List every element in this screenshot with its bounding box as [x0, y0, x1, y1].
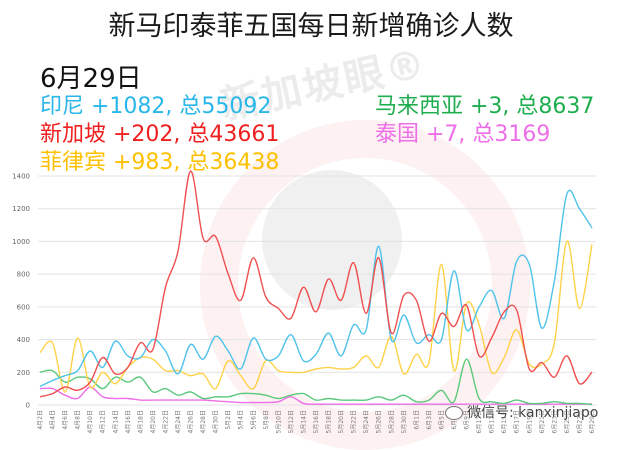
svg-text:6月21日: 6月21日	[539, 410, 546, 433]
svg-text:5月22日: 5月22日	[351, 410, 358, 433]
svg-text:5月4日: 5月4日	[238, 410, 245, 430]
svg-text:5月2日: 5月2日	[225, 410, 232, 430]
svg-text:6月5日: 6月5日	[438, 410, 445, 430]
wechat-watermark: 微信号: kanxinjiapo	[445, 402, 598, 422]
svg-text:4月8日: 4月8日	[75, 410, 82, 430]
stat-malaysia: 马来西亚 +3, 总8637	[375, 94, 595, 119]
series-line-0	[39, 189, 593, 388]
svg-text:5月12日: 5月12日	[288, 410, 295, 433]
svg-text:4月12日: 4月12日	[100, 410, 107, 433]
svg-text:4月28日: 4月28日	[200, 410, 207, 433]
svg-text:4月2日: 4月2日	[37, 410, 44, 430]
stat-indonesia: 印尼 +1082, 总55092	[40, 94, 272, 119]
svg-text:5月24日: 5月24日	[363, 410, 370, 433]
svg-text:4月14日: 4月14日	[112, 410, 119, 433]
svg-text:1000: 1000	[12, 238, 30, 246]
svg-text:6月15日: 6月15日	[501, 410, 508, 433]
chart-title: 新马印泰菲五国每日新增确诊人数	[108, 11, 514, 42]
series-lines	[39, 170, 593, 406]
x-axis: 4月2日 4月4日 4月6日 4月8日 4月10日 4月12日 4月14日 4月16日 4月18…	[37, 410, 596, 433]
svg-text:6月17日: 6月17日	[514, 410, 521, 433]
gridlines	[38, 175, 596, 406]
y-axis: 0 200 400 600 800 1000 1200 1400	[12, 173, 30, 410]
stat-thailand: 泰国 +7, 总3169	[375, 122, 551, 147]
svg-text:6月23日: 6月23日	[551, 410, 558, 433]
series-line-4	[39, 386, 593, 405]
svg-text:5月8日: 5月8日	[263, 410, 270, 430]
svg-text:6月11日: 6月11日	[476, 410, 483, 433]
svg-text:600: 600	[17, 303, 30, 311]
series-line-3	[39, 358, 593, 406]
svg-text:200: 200	[17, 369, 30, 377]
svg-text:5月26日: 5月26日	[376, 410, 383, 433]
svg-text:4月24日: 4月24日	[175, 410, 182, 433]
stat-philippines: 菲律宾 +983, 总36438	[40, 150, 280, 175]
svg-text:400: 400	[17, 336, 30, 344]
svg-text:4月6日: 4月6日	[62, 410, 69, 430]
svg-text:5月18日: 5月18日	[326, 410, 333, 433]
watermark-logo	[262, 170, 402, 310]
svg-text:6月19日: 6月19日	[526, 410, 533, 433]
svg-text:6月9日: 6月9日	[464, 410, 471, 430]
svg-text:5月6日: 5月6日	[250, 410, 257, 430]
svg-text:1200: 1200	[12, 205, 30, 213]
svg-text:4月4日: 4月4日	[50, 410, 57, 430]
svg-text:4月18日: 4月18日	[137, 410, 144, 433]
svg-text:5月20日: 5月20日	[338, 410, 345, 433]
svg-text:6月1日: 6月1日	[413, 410, 420, 430]
svg-text:6月29日: 6月29日	[589, 410, 596, 433]
svg-text:5月28日: 5月28日	[388, 410, 395, 433]
stat-singapore: 新加坡 +202, 总43661	[40, 122, 280, 147]
svg-text:4月10日: 4月10日	[87, 410, 94, 433]
svg-text:6月3日: 6月3日	[426, 410, 433, 430]
svg-text:5月16日: 5月16日	[313, 410, 320, 433]
svg-text:1400: 1400	[12, 173, 30, 181]
svg-text:6月13日: 6月13日	[489, 410, 496, 433]
svg-text:5月14日: 5月14日	[300, 410, 307, 433]
svg-text:4月26日: 4月26日	[188, 410, 195, 433]
svg-text:6月25日: 6月25日	[564, 410, 571, 433]
svg-text:4月20日: 4月20日	[150, 410, 157, 433]
series-line-2	[39, 240, 593, 393]
svg-text:800: 800	[17, 271, 30, 279]
svg-text:4月22日: 4月22日	[162, 410, 169, 433]
svg-text:0: 0	[26, 402, 30, 410]
svg-text:4月30日: 4月30日	[213, 410, 220, 433]
svg-text:5月30日: 5月30日	[401, 410, 408, 433]
wechat-icon	[445, 406, 463, 420]
svg-text:4月16日: 4月16日	[125, 410, 132, 433]
svg-text:6月27日: 6月27日	[576, 410, 583, 433]
wechat-id: 微信号: kanxinjiapo	[467, 405, 599, 421]
report-date: 6月29日	[40, 64, 142, 94]
svg-text:5月10日: 5月10日	[275, 410, 282, 433]
series-line-1	[39, 170, 593, 398]
